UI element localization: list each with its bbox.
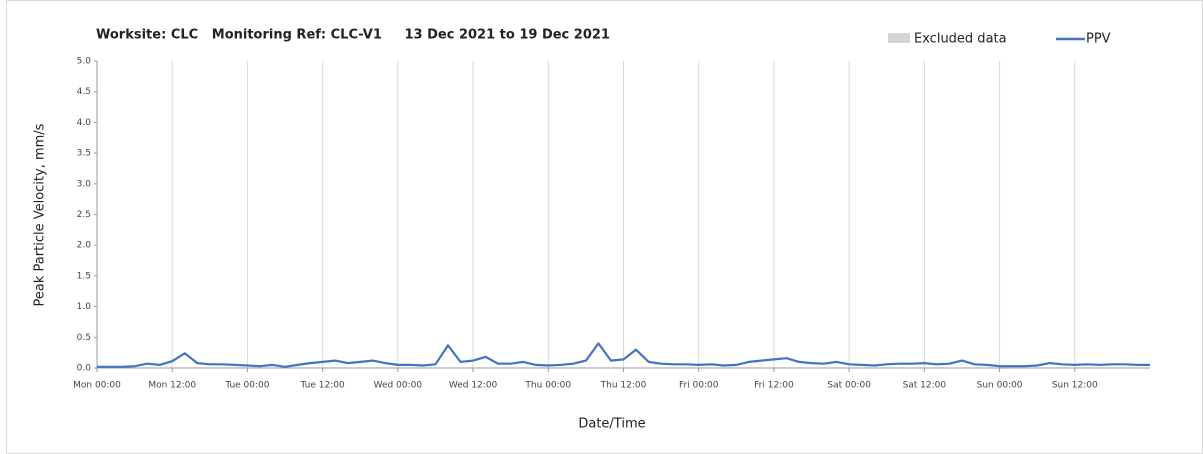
ppv-line <box>97 342 1150 368</box>
x-tick-label: Thu 00:00 <box>524 381 571 391</box>
y-tick-label: 4.0 <box>77 118 92 128</box>
y-tick-label: 4.5 <box>77 87 91 97</box>
x-tick-label: Fri 12:00 <box>754 381 794 391</box>
y-tick-label: 1.5 <box>77 271 91 281</box>
y-tick-label: 0.5 <box>77 333 91 343</box>
y-tick-label: 1.0 <box>77 302 92 312</box>
x-tick-label: Mon 12:00 <box>148 381 196 391</box>
chart-title: Worksite: CLC Monitoring Ref: CLC-V1 13 … <box>96 28 610 43</box>
x-tick-label: Wed 00:00 <box>374 381 423 391</box>
x-tick-label: Mon 00:00 <box>73 381 121 391</box>
y-tick-label: 3.0 <box>77 179 92 189</box>
x-tick-label: Tue 12:00 <box>300 381 345 391</box>
legend-label: PPV <box>1086 32 1111 47</box>
chart-frame <box>6 0 1203 454</box>
x-tick-label: Fri 00:00 <box>679 381 719 391</box>
x-tick-label: Tue 00:00 <box>224 381 269 391</box>
legend-label: Excluded data <box>914 32 1007 47</box>
y-tick-label: 0.0 <box>77 364 92 374</box>
legend-swatch <box>888 33 910 43</box>
x-tick-label: Sat 00:00 <box>827 381 871 391</box>
x-axis-label: Date/Time <box>578 417 645 432</box>
y-axis-label: Peak Particle Velocity, mm/s <box>33 123 48 306</box>
x-tick-label: Sat 12:00 <box>903 381 947 391</box>
x-tick-label: Sun 12:00 <box>1052 381 1098 391</box>
y-tick-label: 2.5 <box>77 210 91 220</box>
y-tick-label: 3.5 <box>77 149 91 159</box>
x-tick-label: Sun 00:00 <box>977 381 1023 391</box>
y-tick-label: 5.0 <box>77 57 92 67</box>
x-tick-label: Thu 12:00 <box>600 381 647 391</box>
y-tick-label: 2.0 <box>77 241 92 251</box>
x-tick-label: Wed 12:00 <box>449 381 498 391</box>
